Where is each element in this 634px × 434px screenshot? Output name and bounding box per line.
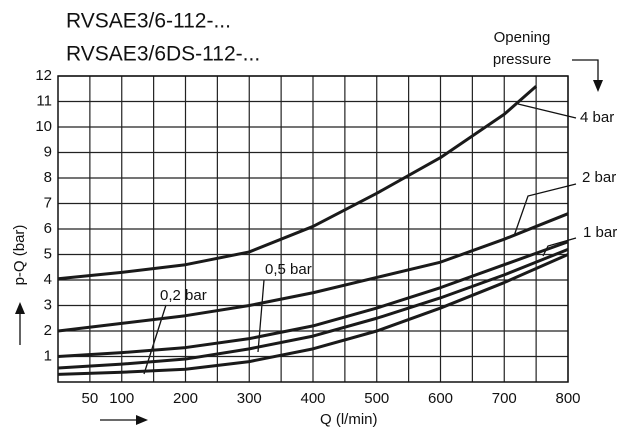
y-tick-label: 5 [44,245,52,262]
y-tick-label: 11 [36,92,52,109]
y-tick-label: 8 [44,169,52,186]
chart-title: RVSAE3/6DS-112-... [66,43,260,66]
plot-frame [57,75,569,383]
y-tick-label: 6 [44,220,52,237]
y-tick-label: 7 [44,194,52,211]
legend-title: pressure [493,51,551,68]
leader-line [513,183,577,237]
leader-line [257,279,265,353]
x-tick-label: 600 [428,390,453,407]
x-tick-label: 400 [300,390,325,407]
x-tick-label: 500 [364,390,389,407]
series-label: 2 bar [582,169,616,186]
series-line [58,253,568,376]
series-line [58,240,568,358]
leader-line [143,304,167,375]
series-line [58,248,568,370]
series-line [58,212,568,333]
arrow-head [593,80,603,92]
leaders [143,103,577,375]
y-axis-label: p-Q (bar) [11,225,28,286]
arrow-head [15,302,25,314]
y-tick-label: 3 [44,296,52,313]
y-tick-label: 4 [44,271,52,288]
y-tick-label: 10 [35,118,52,135]
x-tick-label: 800 [555,390,580,407]
y-tick-label: 1 [44,347,52,364]
y-tick-label: 2 [44,322,52,339]
arrow-head [136,415,148,425]
x-tick-label: 100 [109,390,134,407]
y-tick-label: 9 [44,143,52,160]
x-axis-label: Q (l/min) [320,411,378,428]
y-tick-label: 12 [35,67,52,84]
series-line [58,85,538,281]
series-label: 4 bar [580,109,614,126]
chart-title: RVSAE3/6-112-... [66,10,231,33]
x-tick-label: 700 [492,390,517,407]
x-tick-label: 300 [237,390,262,407]
legend-title: Opening [494,29,551,46]
x-tick-label: 200 [173,390,198,407]
leader-line [517,103,577,119]
series-label: 0,2 bar [160,287,207,304]
series-label: 0,5 bar [265,261,312,278]
arrow [572,59,599,84]
series-label: 1 bar [583,224,617,241]
x-tick-label: 50 [82,390,99,407]
